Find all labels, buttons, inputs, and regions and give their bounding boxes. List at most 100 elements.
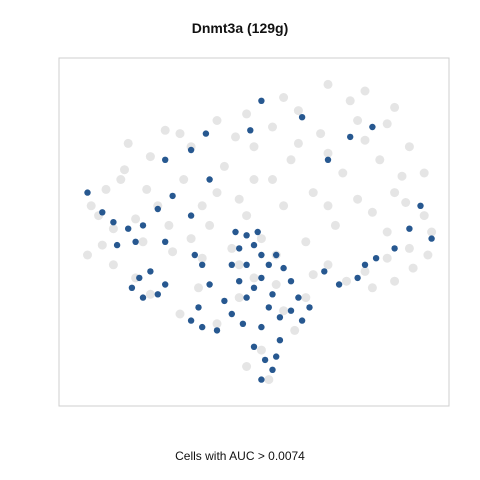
positive-cell-point: [258, 376, 265, 383]
positive-cell-point: [228, 310, 235, 318]
positive-cell-point: [280, 264, 287, 272]
positive-cell-point: [258, 251, 265, 259]
positive-cell-point: [110, 219, 117, 226]
background-cell-point: [256, 345, 266, 355]
positive-cell-point: [417, 202, 424, 209]
background-cell-point: [234, 260, 244, 270]
background-cell-point: [301, 237, 311, 247]
background-cell-point: [97, 240, 107, 250]
positive-cell-point: [250, 284, 258, 291]
background-cell-point: [175, 309, 185, 319]
positive-cell-point: [139, 294, 147, 301]
background-cell-point: [131, 214, 141, 224]
positive-cell-point: [287, 307, 295, 314]
background-cell-point: [249, 142, 259, 152]
positive-cell-point: [250, 241, 258, 249]
positive-cell-point: [258, 274, 265, 282]
positive-cell-point: [162, 281, 169, 288]
positive-cell-point: [354, 274, 361, 282]
background-cell-point: [360, 135, 370, 145]
background-cell-point: [249, 273, 259, 283]
positive-cell-point: [187, 212, 195, 219]
background-cell-point: [194, 283, 203, 293]
background-cell-point: [175, 129, 185, 139]
background-cell-point: [404, 142, 414, 152]
positive-cell-point: [99, 209, 106, 216]
positive-cell-point: [187, 146, 195, 154]
positive-cell-point: [199, 261, 206, 268]
background-cell-point: [242, 211, 252, 221]
background-cell-point: [353, 194, 363, 204]
background-cell-point: [323, 260, 333, 270]
background-cell-point: [212, 319, 222, 329]
positive-cell-point: [228, 261, 235, 268]
background-cell-point: [179, 175, 189, 184]
background-cell-point: [142, 184, 152, 194]
background-cell-point: [145, 152, 155, 162]
positive-cell-point: [273, 251, 280, 259]
positive-cell-point: [258, 97, 265, 105]
background-cell-point: [360, 266, 370, 276]
background-cell-point: [268, 175, 277, 184]
background-cell-point: [231, 132, 240, 142]
background-cell-point: [242, 362, 252, 371]
background-cell-point: [197, 201, 207, 211]
positive-cell-point: [298, 317, 306, 324]
positive-cell-point: [265, 261, 272, 268]
positive-cell-point: [428, 235, 435, 242]
positive-cell-point: [199, 323, 206, 331]
positive-cell-point: [269, 366, 276, 373]
positive-cell-point: [187, 317, 195, 324]
background-cell-point: [342, 276, 351, 286]
background-cell-point: [212, 116, 222, 125]
background-cell-point: [219, 161, 229, 171]
background-cell-point: [242, 109, 252, 119]
positive-cell-point: [154, 205, 161, 213]
background-cell-point: [86, 201, 96, 211]
positive-cell-point: [261, 356, 269, 364]
background-cell-point: [308, 270, 318, 280]
positive-cell-point: [221, 297, 228, 305]
background-cell-point: [123, 138, 133, 148]
positive-cell-point: [324, 156, 332, 163]
background-cell-point: [279, 93, 289, 102]
background-cell-point: [279, 201, 289, 211]
background-cell-point: [227, 243, 237, 253]
background-cell-point: [382, 119, 392, 129]
background-cell-point: [382, 253, 392, 263]
background-cell-point: [390, 102, 400, 112]
background-cell-point: [186, 234, 196, 244]
background-cell-point: [375, 155, 385, 165]
positive-cell-point: [206, 176, 213, 183]
positive-cell-point: [162, 238, 169, 245]
background-cell-point: [397, 171, 407, 181]
background-cell-point: [290, 325, 300, 335]
background-cell-point: [419, 211, 429, 221]
positive-cell-point: [84, 189, 91, 196]
background-cell-point: [164, 220, 174, 230]
positive-cell-point: [250, 343, 258, 350]
background-cell-point: [323, 201, 333, 211]
positive-cell-point: [239, 320, 247, 327]
background-cell-point: [197, 253, 207, 263]
positive-cell-point: [265, 304, 272, 311]
positive-cell-point: [372, 255, 380, 262]
positive-cell-point: [273, 353, 280, 360]
background-cell-point: [256, 234, 266, 244]
positive-cell-point: [206, 281, 213, 288]
background-cell-point: [168, 247, 178, 257]
background-cell-point: [308, 188, 318, 198]
positive-cell-point: [136, 274, 143, 282]
background-cell-point: [423, 250, 433, 260]
positive-cell-point: [321, 268, 328, 275]
background-cell-point: [338, 168, 348, 178]
positive-cell-point: [276, 314, 284, 321]
background-cell-point: [108, 224, 118, 234]
positive-cell-point: [406, 225, 413, 232]
background-cell-point: [279, 306, 289, 316]
positive-cell-point: [162, 156, 169, 163]
background-cell-point: [108, 260, 118, 270]
background-cell-point: [271, 280, 281, 289]
background-cell-point: [101, 184, 111, 194]
